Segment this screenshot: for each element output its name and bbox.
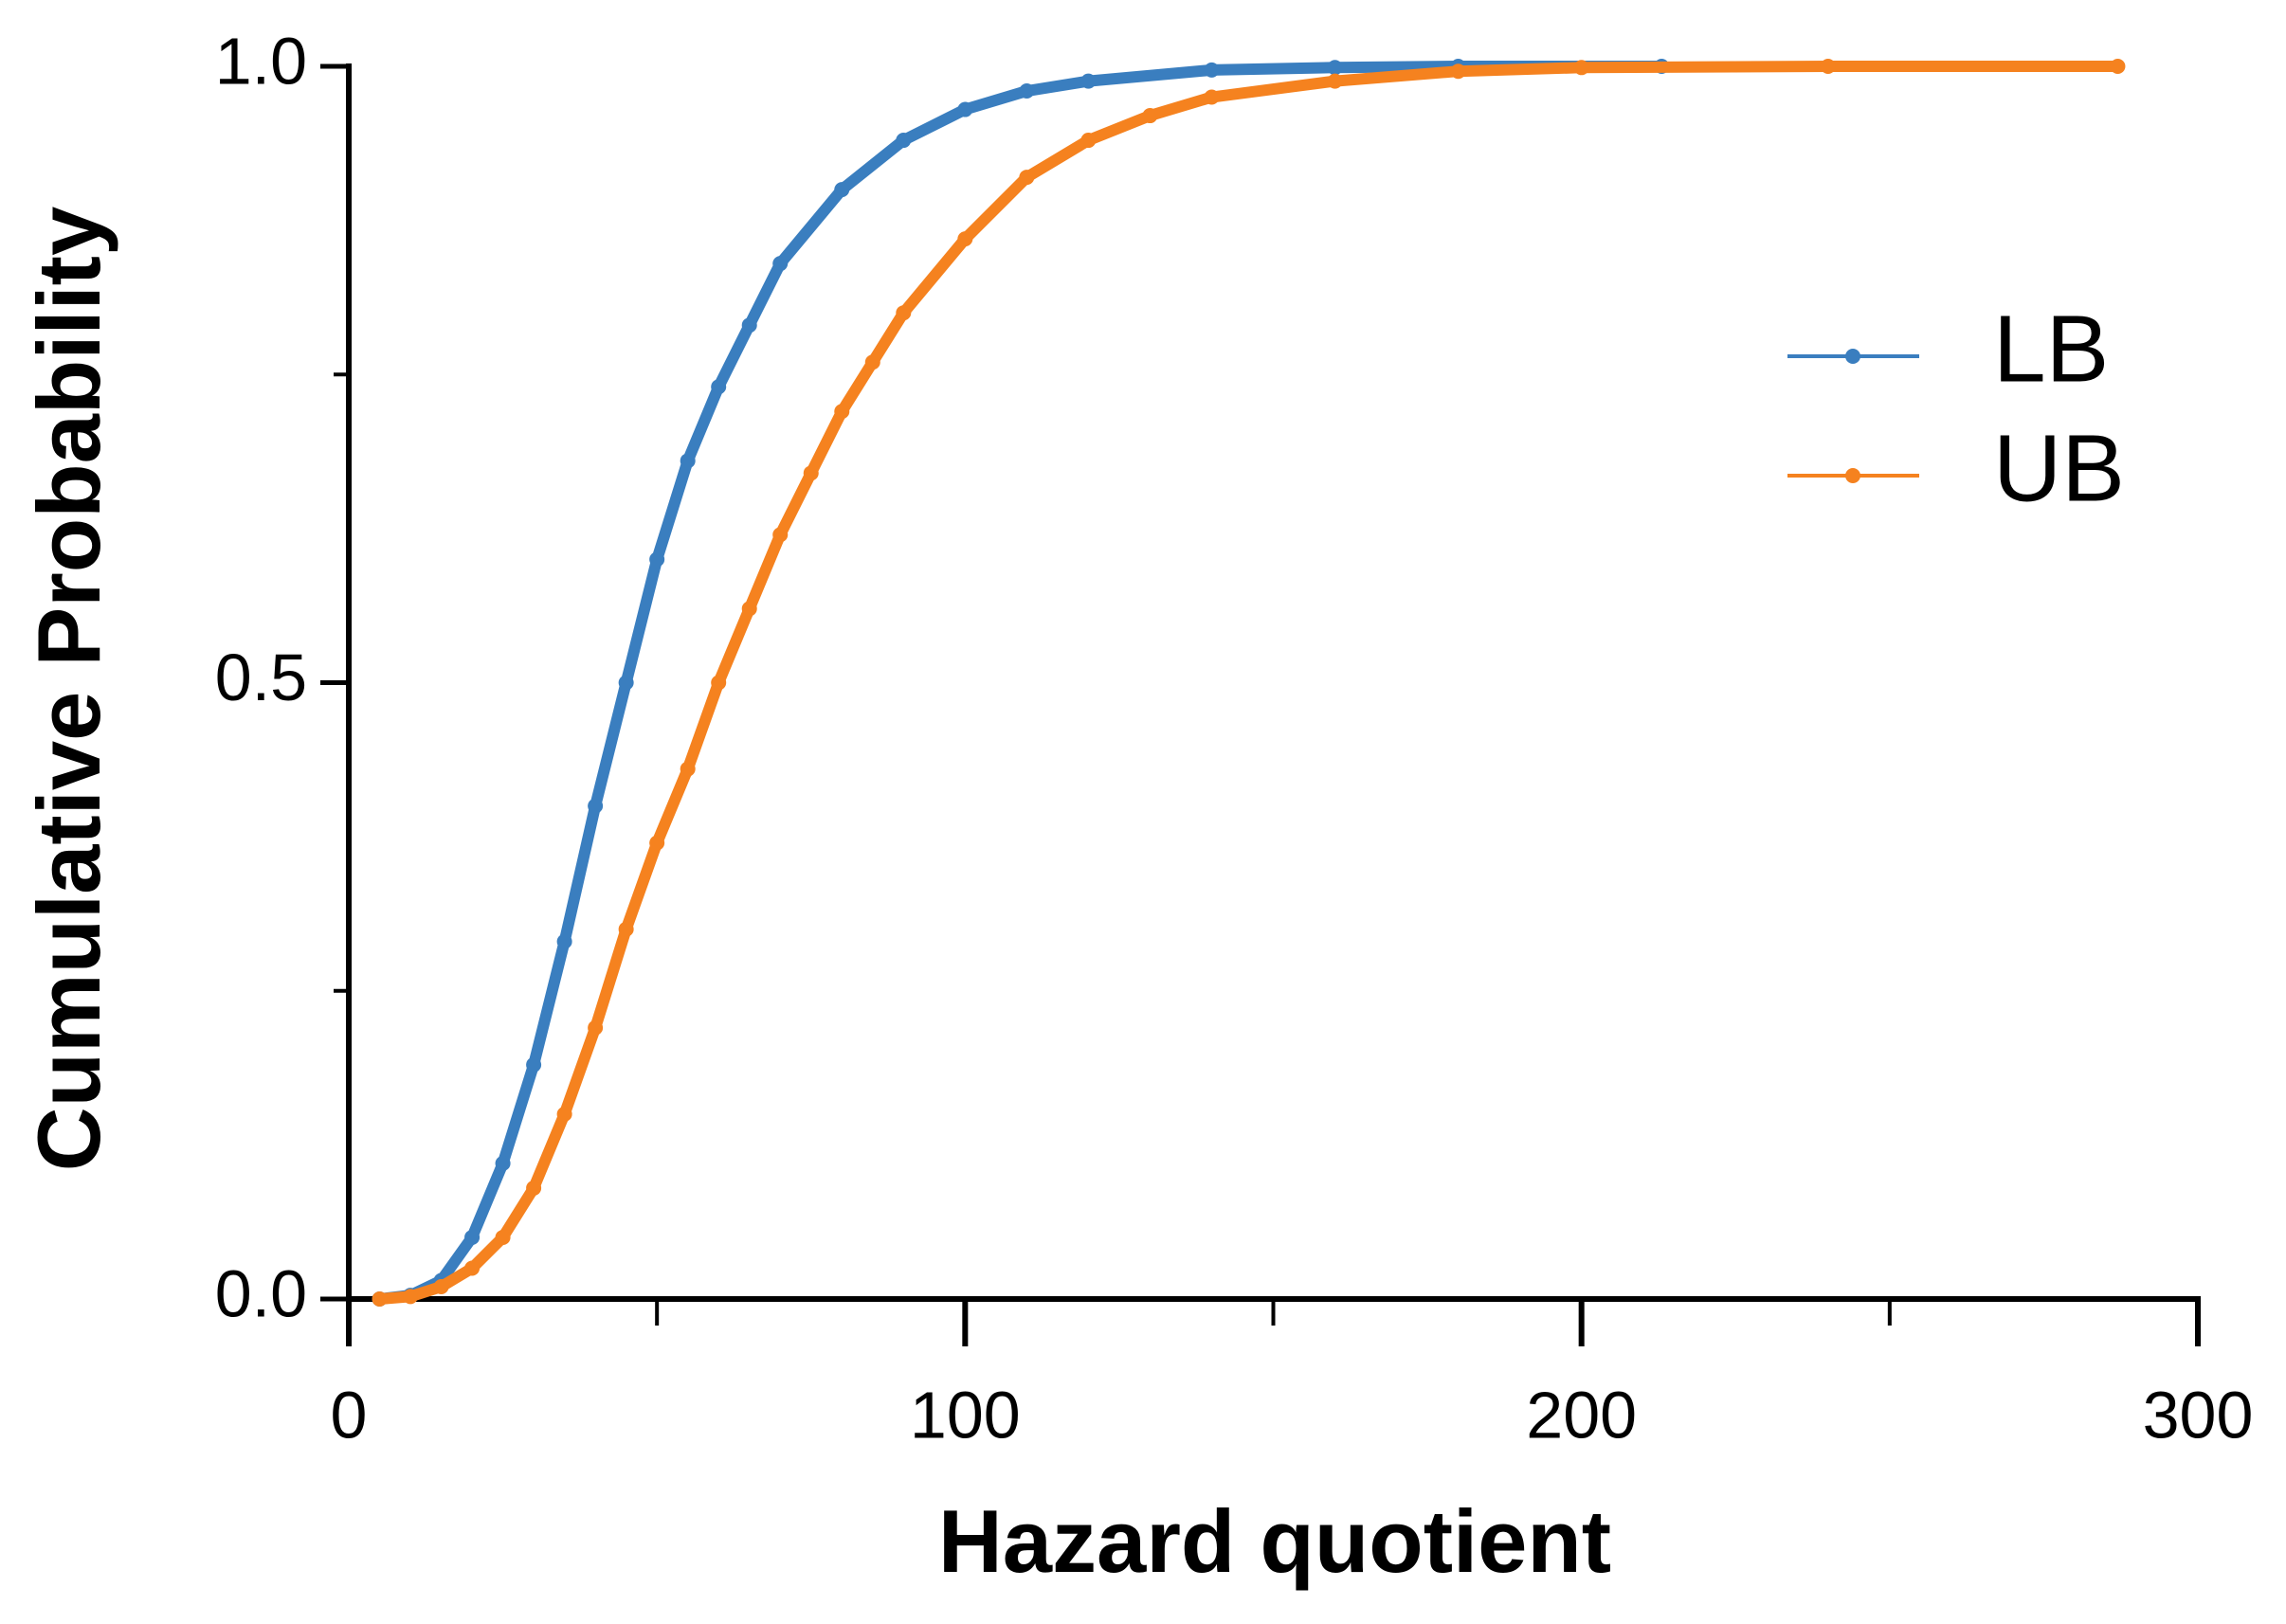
data-point — [957, 101, 973, 117]
data-point — [1204, 62, 1220, 78]
data-point — [556, 933, 572, 949]
data-point — [711, 675, 727, 691]
y-axis-title: Cumulative Probability — [19, 207, 118, 1172]
data-point — [1820, 59, 1836, 74]
legend-marker — [1845, 468, 1860, 483]
data-point — [1327, 60, 1343, 76]
data-point — [1327, 73, 1343, 89]
data-point — [896, 133, 912, 149]
data-point — [834, 182, 850, 198]
data-point — [741, 601, 757, 617]
data-point — [588, 1020, 604, 1036]
y-tick-label: 0.0 — [215, 1256, 307, 1330]
data-point — [957, 231, 973, 247]
data-point — [464, 1229, 481, 1245]
data-point — [403, 1289, 419, 1305]
data-point — [372, 1291, 388, 1307]
data-point — [526, 1056, 542, 1073]
data-point — [741, 317, 757, 334]
legend-marker — [1845, 349, 1860, 364]
data-point — [588, 798, 604, 814]
data-point — [649, 835, 665, 851]
data-point — [1573, 60, 1589, 76]
data-point — [711, 379, 727, 395]
data-point — [1019, 170, 1035, 186]
data-point — [556, 1106, 572, 1122]
data-point — [2110, 59, 2126, 74]
data-point — [433, 1278, 449, 1294]
x-axis-title: Hazard quotient — [938, 1491, 1611, 1591]
data-point — [896, 305, 912, 321]
data-point — [772, 527, 789, 543]
data-point — [680, 453, 696, 469]
x-tick-label: 200 — [1526, 1378, 1637, 1452]
x-tick-label: 300 — [2143, 1378, 2254, 1452]
x-tick-label: 100 — [910, 1378, 1021, 1452]
data-point — [618, 921, 634, 937]
data-point — [680, 761, 696, 777]
data-point — [1080, 133, 1097, 149]
data-point — [1019, 83, 1035, 99]
y-tick-label: 1.0 — [215, 24, 307, 98]
data-point — [618, 675, 634, 691]
data-point — [464, 1260, 481, 1276]
data-point — [1450, 63, 1466, 80]
data-point — [526, 1180, 542, 1196]
data-point — [864, 354, 880, 370]
series-line — [373, 61, 2124, 1305]
data-point — [1142, 108, 1158, 124]
data-point — [495, 1229, 511, 1245]
legend-label: UB — [1993, 415, 2125, 521]
y-tick-label: 0.5 — [215, 641, 307, 714]
data-point — [1080, 73, 1097, 89]
x-tick-label: 0 — [331, 1378, 368, 1452]
data-point — [772, 256, 789, 272]
data-point — [649, 551, 665, 568]
data-point — [803, 465, 819, 481]
data-point — [495, 1155, 511, 1171]
data-point — [834, 404, 850, 420]
legend-label: LB — [1993, 296, 2109, 402]
data-point — [1204, 89, 1220, 105]
